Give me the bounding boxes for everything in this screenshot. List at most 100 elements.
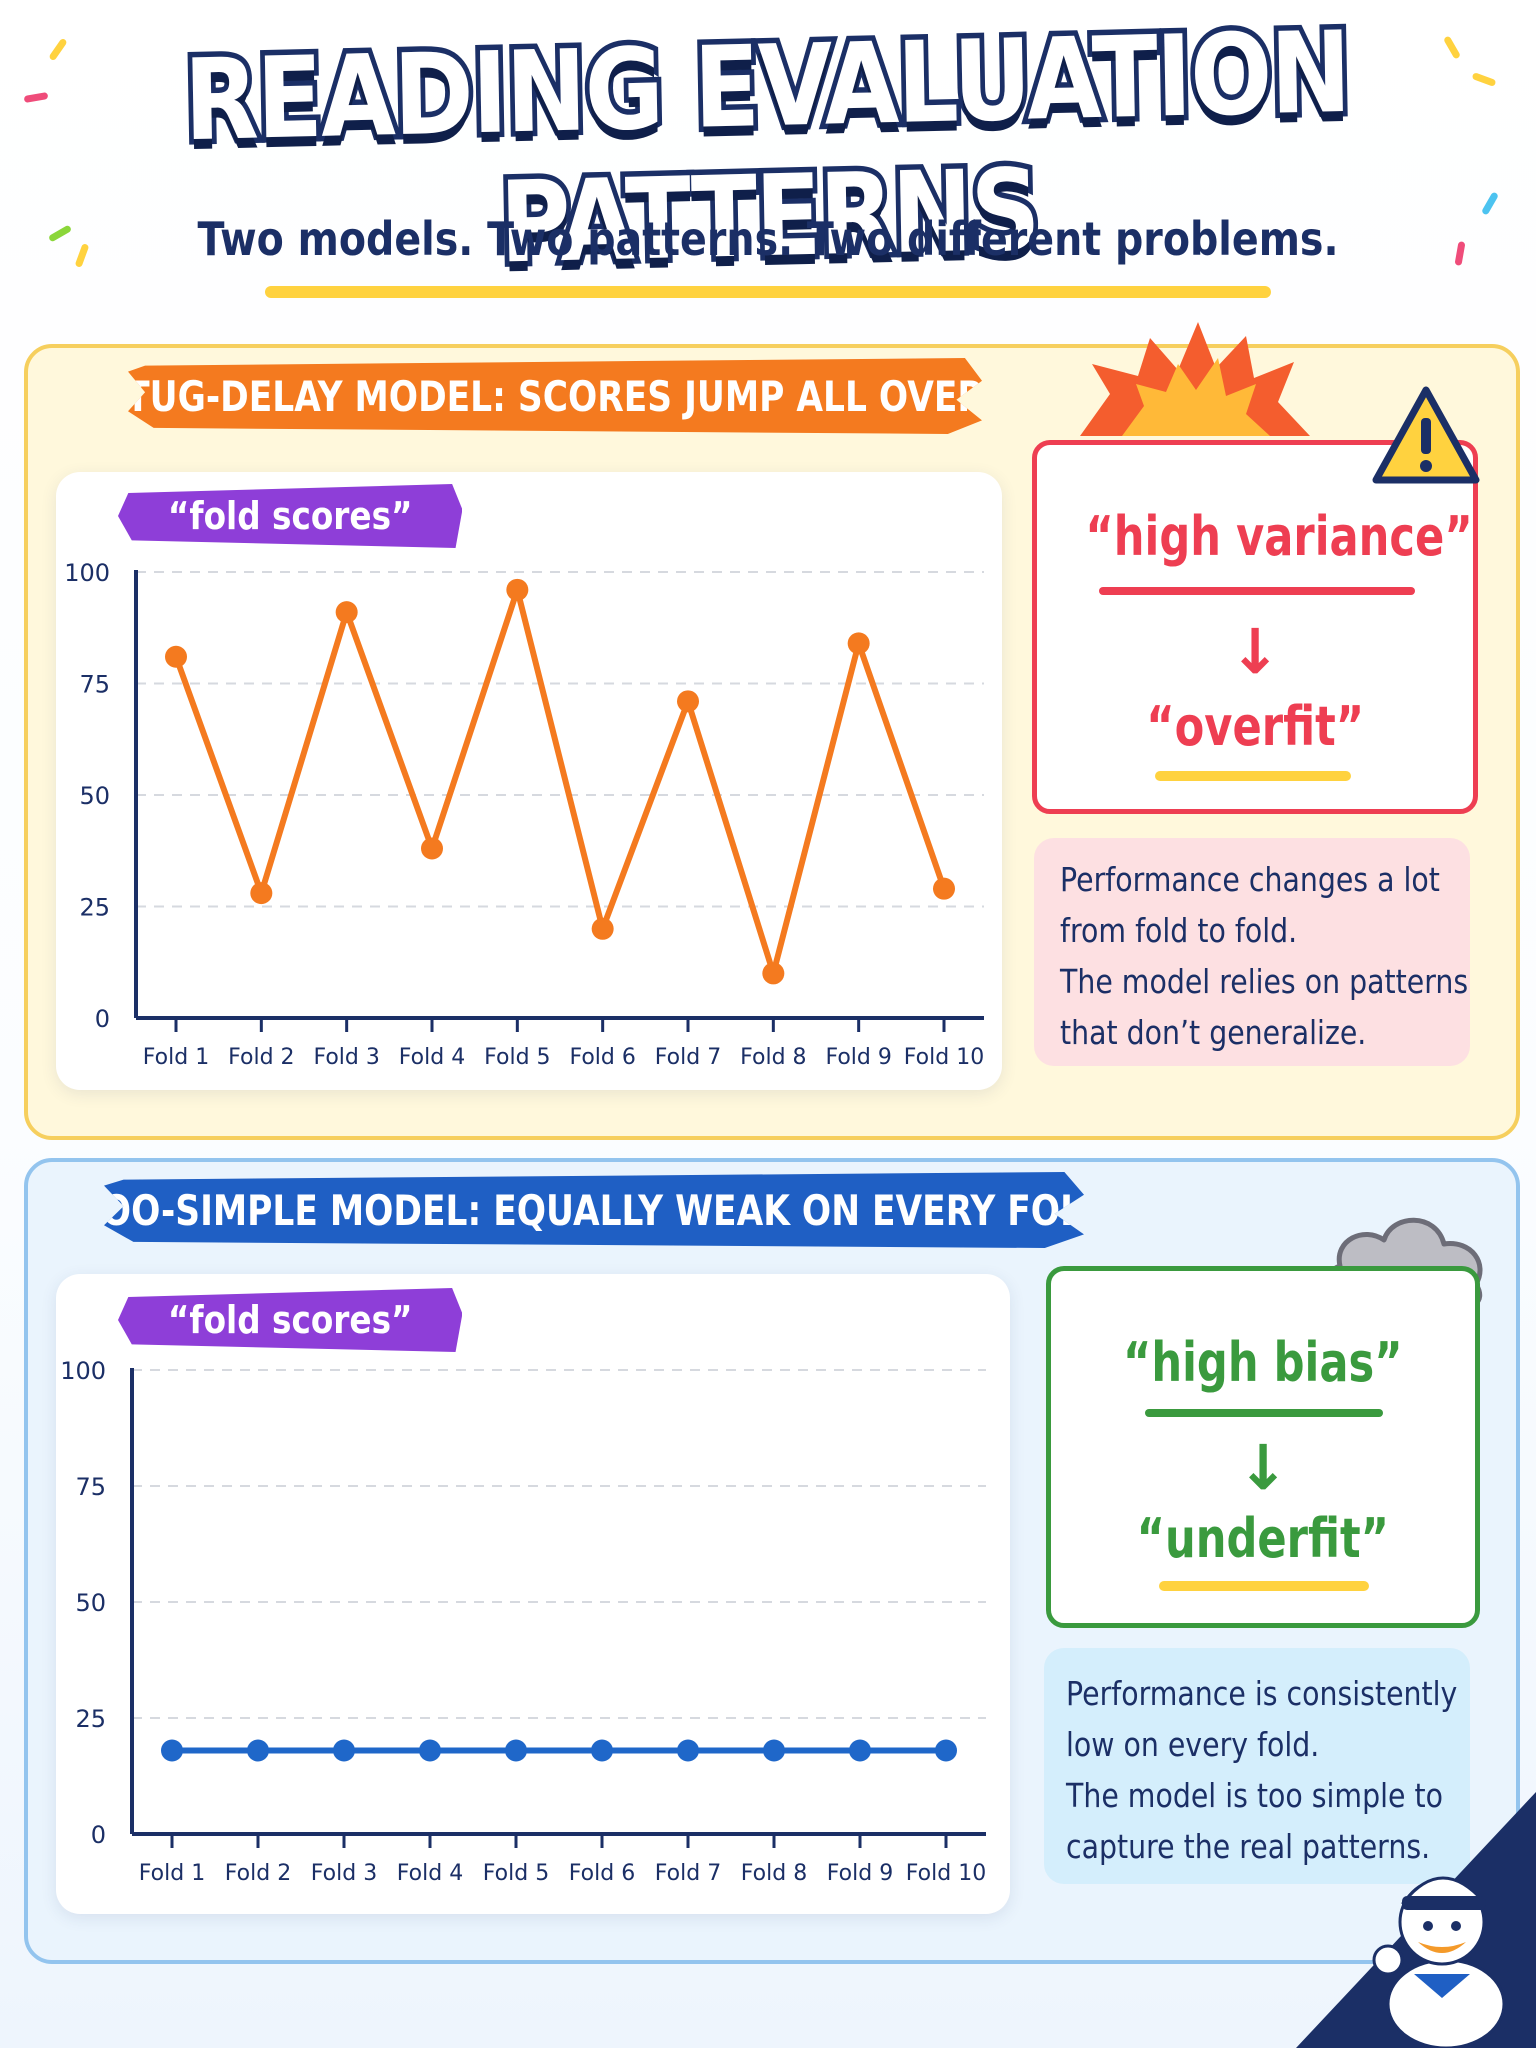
- data-point: [505, 1739, 527, 1762]
- x-tick-label: Fold 7: [655, 1861, 721, 1886]
- data-point: [250, 882, 273, 905]
- description-line: Performance is consistently: [1066, 1674, 1458, 1713]
- overfit-banner: TUG-DELAY MODEL: SCORES JUMP ALL OVER: [128, 358, 982, 434]
- underfit-underline: [1159, 1581, 1369, 1591]
- fold-scores-chip-text: “fold scores”: [167, 1298, 413, 1342]
- description-line: The model is too simple to: [1066, 1776, 1443, 1815]
- y-tick-label: 50: [79, 782, 110, 810]
- overfit-description: Performance changes a lot from fold to f…: [1034, 838, 1470, 1066]
- spark-decoration: [23, 91, 49, 104]
- fold-scores-chip-text: “fold scores”: [167, 494, 413, 538]
- spark-decoration: [74, 243, 90, 268]
- spark-decoration: [1471, 72, 1497, 87]
- data-point: [421, 837, 443, 860]
- data-point: [591, 1739, 613, 1762]
- series-line: [173, 586, 947, 977]
- x-tick-label: Fold 4: [397, 1861, 463, 1886]
- data-point: [333, 1739, 355, 1762]
- x-tick-label: Fold 2: [225, 1861, 291, 1886]
- description-line: that don’t generalize.: [1060, 1013, 1367, 1052]
- overfit-chart-card: 0 25 50 75 100 Fold 1 Fold 2 Fold 3 Fold 4 Fold 5…: [56, 472, 1002, 1090]
- data-point: [677, 690, 699, 713]
- overfit-label: “overfit”: [1037, 695, 1473, 758]
- x-tick-label: Fold 6: [569, 1861, 635, 1886]
- burst-icon: [1080, 322, 1310, 436]
- data-point: [762, 962, 785, 985]
- y-tick-label: 75: [75, 1473, 106, 1501]
- y-tick-label: 75: [79, 671, 110, 699]
- description-line: low on every fold.: [1066, 1725, 1320, 1764]
- x-tick-label: Fold 1: [139, 1861, 205, 1886]
- arrow-down-icon: ↓: [1229, 615, 1281, 688]
- warning-icon: [1372, 386, 1480, 484]
- data-point: [419, 1739, 441, 1762]
- subtitle-underline: [265, 286, 1271, 298]
- x-tick-label: Fold 5: [484, 1045, 550, 1070]
- high-bias-box: “high bias” ↓ “underfit”: [1046, 1266, 1480, 1628]
- high-bias-underline: [1145, 1409, 1383, 1417]
- data-point: [849, 1739, 871, 1762]
- high-bias-label: “high bias”: [1051, 1331, 1475, 1394]
- x-tick-label: Fold 9: [827, 1861, 893, 1886]
- spark-decoration: [48, 37, 68, 62]
- y-tick-label: 100: [64, 559, 110, 587]
- data-point: [161, 1739, 183, 1762]
- overfit-fold-scores-chart: 0 25 50 75 100 Fold 1 Fold 2 Fold 3 Fold 4 Fold 5…: [64, 559, 984, 1070]
- y-tick-label: 100: [60, 1357, 106, 1385]
- x-tick-label: Fold 10: [904, 1045, 984, 1070]
- data-point: [591, 917, 614, 940]
- x-tick-label: Fold 3: [311, 1861, 377, 1886]
- underfit-fold-scores-chart: 0 25 50 75 100 Fold 1 Fold 2 Fold 3 Fold 4 Fold 5…: [60, 1357, 986, 1886]
- y-tick-label: 0: [91, 1821, 106, 1849]
- overfit-text: “overfit”: [1146, 695, 1364, 758]
- spark-decoration: [1442, 35, 1462, 60]
- underfit-banner: TOO-SIMPLE MODEL: EQUALLY WEAK ON EVERY …: [104, 1172, 1084, 1248]
- spark-decoration: [1454, 241, 1466, 266]
- data-point: [935, 1739, 957, 1762]
- underfit-label: “underfit”: [1051, 1507, 1475, 1570]
- data-point: [335, 601, 358, 624]
- spark-decoration: [1480, 191, 1500, 216]
- x-tick-label: Fold 5: [483, 1861, 549, 1886]
- description-line: from fold to fold.: [1060, 911, 1298, 950]
- y-tick-label: 25: [75, 1705, 106, 1733]
- sailor-duck-mascot: [1296, 1792, 1536, 2048]
- overfit-underline: [1155, 771, 1351, 781]
- x-tick-label: Fold 8: [740, 1045, 806, 1070]
- x-tick-label: Fold 7: [655, 1045, 721, 1070]
- y-tick-label: 25: [79, 894, 110, 922]
- page-subtitle: Two models. Two patterns. Two different …: [197, 212, 1339, 266]
- x-tick-label: Fold 3: [313, 1045, 379, 1070]
- underfit-description: Performance is consistently low on every…: [1044, 1648, 1470, 1884]
- x-tick-label: Fold 9: [825, 1045, 891, 1070]
- high-variance-label: “high variance”: [1037, 505, 1473, 568]
- data-point: [165, 645, 187, 668]
- description-line: The model relies on patterns: [1060, 962, 1469, 1001]
- x-tick-label: Fold 1: [143, 1045, 209, 1070]
- y-tick-label: 0: [95, 1005, 110, 1033]
- spark-decoration: [47, 224, 73, 243]
- fold-scores-chip: “fold scores”: [118, 484, 463, 548]
- description-line: Performance changes a lot: [1060, 860, 1440, 899]
- data-point: [677, 1739, 699, 1762]
- description-line: capture the real patterns.: [1066, 1827, 1431, 1866]
- data-point: [847, 632, 870, 655]
- data-point: [933, 877, 955, 900]
- x-tick-label: Fold 4: [399, 1045, 465, 1070]
- data-point: [247, 1739, 269, 1762]
- high-variance-text: “high variance”: [1085, 505, 1473, 568]
- x-tick-label: Fold 10: [906, 1861, 986, 1886]
- underfit-banner-text: TOO-SIMPLE MODEL: EQUALLY WEAK ON EVERY …: [77, 1185, 1111, 1235]
- y-tick-label: 50: [75, 1589, 106, 1617]
- underfit-chart-card: 0 25 50 75 100 Fold 1 Fold 2 Fold 3 Fold 4 Fold 5…: [56, 1274, 1010, 1914]
- x-tick-label: Fold 2: [228, 1045, 294, 1070]
- x-tick-label: Fold 6: [569, 1045, 635, 1070]
- high-bias-text: “high bias”: [1123, 1331, 1403, 1394]
- overfit-banner-text: TUG-DELAY MODEL: SCORES JUMP ALL OVER: [126, 371, 984, 421]
- data-point: [506, 578, 529, 601]
- fold-scores-chip: “fold scores”: [118, 1288, 463, 1352]
- high-variance-box: “high variance” ↓ “overfit”: [1032, 440, 1478, 814]
- underfit-text: “underfit”: [1136, 1507, 1390, 1570]
- data-point: [763, 1739, 785, 1762]
- arrow-down-icon: ↓: [1237, 1431, 1289, 1504]
